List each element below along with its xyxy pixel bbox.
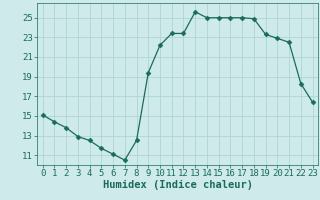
X-axis label: Humidex (Indice chaleur): Humidex (Indice chaleur)	[103, 180, 252, 190]
